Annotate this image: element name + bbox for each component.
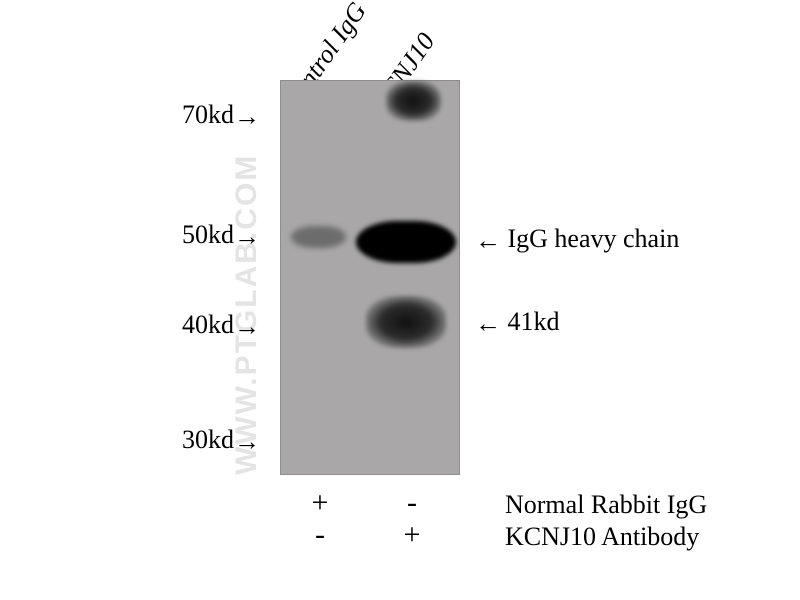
arrow-right-icon: →	[234, 222, 260, 252]
arrow-left-icon: ←	[475, 226, 501, 256]
mw-text: 40kd	[182, 310, 234, 339]
annot-igg-hc: ← IgG heavy chain	[475, 224, 679, 256]
mw-label-50kd: 50kd→	[160, 220, 260, 252]
arrow-left-icon: ←	[475, 309, 501, 339]
mw-text: 70kd	[182, 100, 234, 129]
band-kcnj10-41kd	[366, 296, 446, 348]
annot-41kd: ← 41kd	[475, 307, 560, 339]
annot-text: 41kd	[508, 307, 560, 336]
treat-mark-r1-l0: -	[300, 518, 340, 552]
treat-mark-r0-l1: -	[392, 486, 432, 520]
treat-mark-r0-l0: +	[300, 486, 340, 520]
mw-label-40kd: 40kd→	[160, 310, 260, 342]
band-control-igg-hc	[291, 226, 346, 248]
mw-label-70kd: 70kd→	[160, 100, 260, 132]
mw-text: 30kd	[182, 425, 234, 454]
mw-text: 50kd	[182, 220, 234, 249]
arrow-right-icon: →	[234, 312, 260, 342]
mw-label-30kd: 30kd→	[160, 425, 260, 457]
treat-label-r0: Normal Rabbit IgG	[505, 490, 707, 520]
treat-mark-r1-l1: +	[392, 518, 432, 552]
blot-figure: WWW.PTGLAB.COM Control IgG KCNJ10 70kd→ …	[0, 0, 800, 600]
arrow-right-icon: →	[234, 427, 260, 457]
treat-label-r1: KCNJ10 Antibody	[505, 522, 699, 552]
band-kcnj10-igg-hc	[356, 221, 456, 263]
blot-membrane	[280, 80, 460, 475]
arrow-right-icon: →	[234, 102, 260, 132]
band-kcnj10-top-smear	[386, 81, 441, 121]
annot-text: IgG heavy chain	[508, 224, 680, 253]
